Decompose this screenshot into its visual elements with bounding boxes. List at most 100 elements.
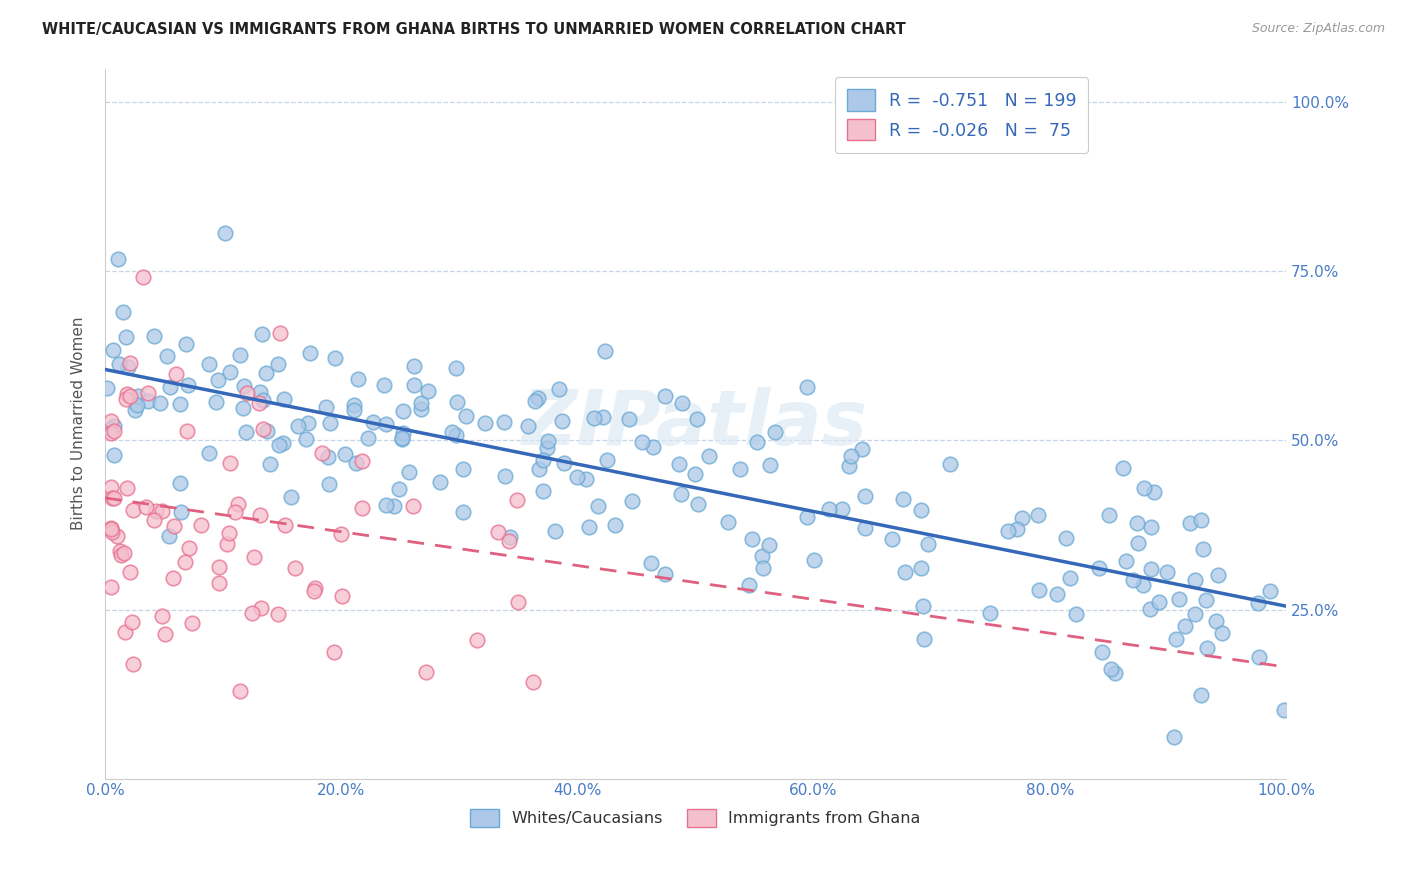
- Point: [402, 359, 425, 374]
- Point: [544, 524, 567, 538]
- Point: [596, 453, 619, 467]
- Legend: Whites/Caucasians, Immigrants from Ghana: Whites/Caucasians, Immigrants from Ghana: [463, 801, 929, 835]
- Point: [758, 538, 780, 552]
- Point: [145, 504, 167, 518]
- Point: [101, 343, 124, 358]
- Point: [103, 425, 125, 439]
- Point: [631, 434, 654, 449]
- Point: [198, 446, 221, 460]
- Point: [149, 395, 172, 409]
- Point: [527, 392, 550, 406]
- Point: [1272, 703, 1295, 717]
- Point: [159, 380, 181, 394]
- Point: [451, 505, 474, 519]
- Point: [162, 570, 184, 584]
- Point: [114, 392, 136, 407]
- Point: [256, 424, 278, 438]
- Point: [683, 467, 706, 481]
- Point: [839, 449, 862, 463]
- Point: [1005, 522, 1028, 536]
- Point: [122, 657, 145, 671]
- Point: [1156, 566, 1178, 580]
- Point: [150, 504, 173, 518]
- Point: [259, 457, 281, 471]
- Point: [103, 419, 125, 434]
- Point: [717, 515, 740, 529]
- Point: [1091, 645, 1114, 659]
- Point: [347, 371, 370, 385]
- Point: [100, 580, 122, 594]
- Point: [685, 412, 707, 426]
- Point: [522, 675, 544, 690]
- Point: [240, 606, 263, 620]
- Point: [1178, 516, 1201, 530]
- Point: [533, 453, 555, 467]
- Point: [621, 493, 644, 508]
- Text: Source: ZipAtlas.com: Source: ZipAtlas.com: [1251, 22, 1385, 36]
- Point: [745, 434, 768, 449]
- Point: [617, 412, 640, 426]
- Point: [654, 566, 676, 581]
- Point: [100, 413, 122, 427]
- Point: [391, 426, 413, 441]
- Y-axis label: Births to Unmarried Women: Births to Unmarried Women: [72, 317, 86, 531]
- Point: [153, 627, 176, 641]
- Point: [127, 389, 149, 403]
- Point: [304, 581, 326, 595]
- Point: [565, 470, 588, 484]
- Point: [311, 446, 333, 460]
- Point: [492, 415, 515, 429]
- Point: [752, 560, 775, 574]
- Point: [429, 475, 451, 489]
- Point: [207, 373, 229, 387]
- Point: [142, 328, 165, 343]
- Point: [818, 502, 841, 516]
- Point: [1126, 516, 1149, 530]
- Point: [135, 500, 157, 514]
- Point: [391, 432, 413, 446]
- Point: [112, 545, 135, 559]
- Point: [1189, 688, 1212, 702]
- Point: [1054, 531, 1077, 545]
- Point: [250, 600, 273, 615]
- Point: [208, 576, 231, 591]
- Point: [115, 387, 138, 401]
- Point: [409, 396, 432, 410]
- Point: [738, 577, 761, 591]
- Point: [893, 565, 915, 579]
- Point: [1143, 484, 1166, 499]
- Point: [343, 402, 366, 417]
- Point: [451, 462, 474, 476]
- Point: [226, 497, 249, 511]
- Point: [1126, 536, 1149, 550]
- Point: [110, 548, 132, 562]
- Point: [444, 360, 467, 375]
- Point: [373, 378, 395, 392]
- Point: [537, 434, 560, 448]
- Point: [100, 521, 122, 535]
- Point: [499, 531, 522, 545]
- Point: [583, 410, 606, 425]
- Point: [910, 502, 932, 516]
- Point: [880, 533, 903, 547]
- Point: [280, 490, 302, 504]
- Point: [177, 378, 200, 392]
- Point: [132, 270, 155, 285]
- Point: [114, 330, 136, 344]
- Point: [592, 409, 614, 424]
- Point: [686, 497, 709, 511]
- Point: [1206, 568, 1229, 582]
- Point: [249, 508, 271, 522]
- Point: [100, 491, 122, 505]
- Point: [506, 493, 529, 508]
- Point: [100, 522, 122, 536]
- Point: [527, 462, 550, 476]
- Point: [249, 396, 271, 410]
- Point: [578, 520, 600, 534]
- Point: [170, 505, 193, 519]
- Point: [150, 609, 173, 624]
- Point: [108, 357, 131, 371]
- Point: [1189, 513, 1212, 527]
- Point: [120, 388, 142, 402]
- Point: [671, 396, 693, 410]
